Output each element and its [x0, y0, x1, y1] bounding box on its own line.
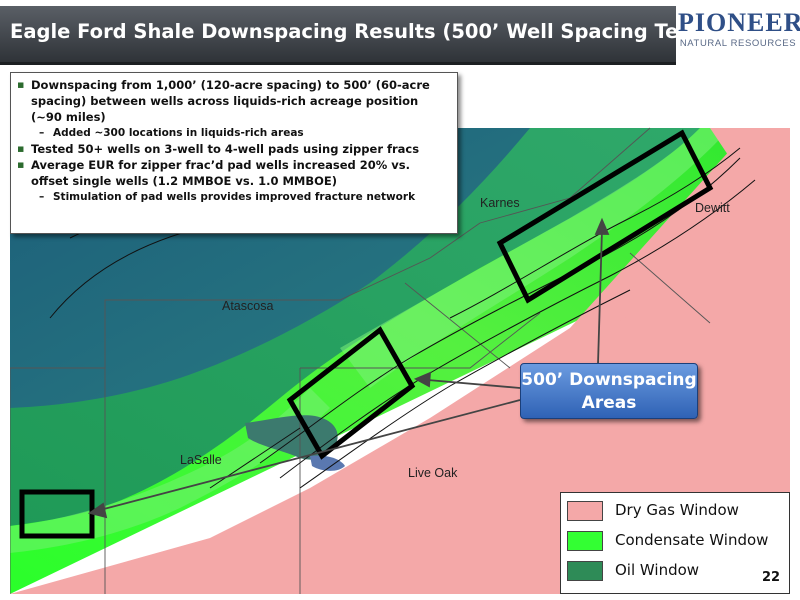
box-atascosa	[286, 326, 416, 460]
bullet-3: Average EUR for zipper frac’d pad wells …	[17, 157, 451, 189]
county-lasalle: LaSalle	[180, 453, 222, 467]
legend-label-dry-gas: Dry Gas Window	[615, 501, 739, 519]
county-atascosa: Atascosa	[222, 299, 274, 313]
county-dewitt: Dewitt	[695, 201, 730, 215]
bullet-box: Downspacing from 1,000’ (120-acre spacin…	[10, 72, 458, 234]
company-logo: PIONEER NATURAL RESOURCES	[678, 8, 800, 56]
bullet-1: Downspacing from 1,000’ (120-acre spacin…	[17, 77, 451, 125]
county-karnes: Karnes	[480, 196, 520, 210]
box-karnes	[496, 129, 714, 304]
callout-line-2: Areas	[581, 393, 637, 413]
slide-title: Eagle Ford Shale Downspacing Results (50…	[10, 20, 720, 43]
lake	[245, 415, 338, 460]
title-bar: Eagle Ford Shale Downspacing Results (50…	[0, 6, 720, 65]
map-legend: Dry Gas Window Condensate Window Oil Win…	[560, 492, 790, 594]
county-liveoak: Live Oak	[408, 466, 458, 480]
legend-swatch-dry-gas	[567, 501, 603, 521]
callout-line-1: 500’ Downspacing	[521, 370, 697, 390]
bullet-3-sub-1: Stimulation of pad wells provides improv…	[17, 189, 451, 205]
legend-label-condensate: Condensate Window	[615, 531, 769, 549]
callout-arrows	[87, 217, 610, 519]
legend-swatch-oil	[567, 561, 603, 581]
downspacing-callout: 500’ Downspacing Areas	[520, 363, 698, 419]
bullet-1-sub-1: Added ~300 locations in liquids-rich are…	[17, 125, 451, 141]
page-number: 22	[762, 570, 781, 585]
legend-swatch-condensate	[567, 531, 603, 551]
legend-label-oil: Oil Window	[615, 561, 700, 579]
logo-subtitle: NATURAL RESOURCES	[679, 38, 797, 49]
logo-name: PIONEER	[678, 8, 800, 37]
bullet-2: Tested 50+ wells on 3-well to 4-well pad…	[17, 141, 451, 157]
